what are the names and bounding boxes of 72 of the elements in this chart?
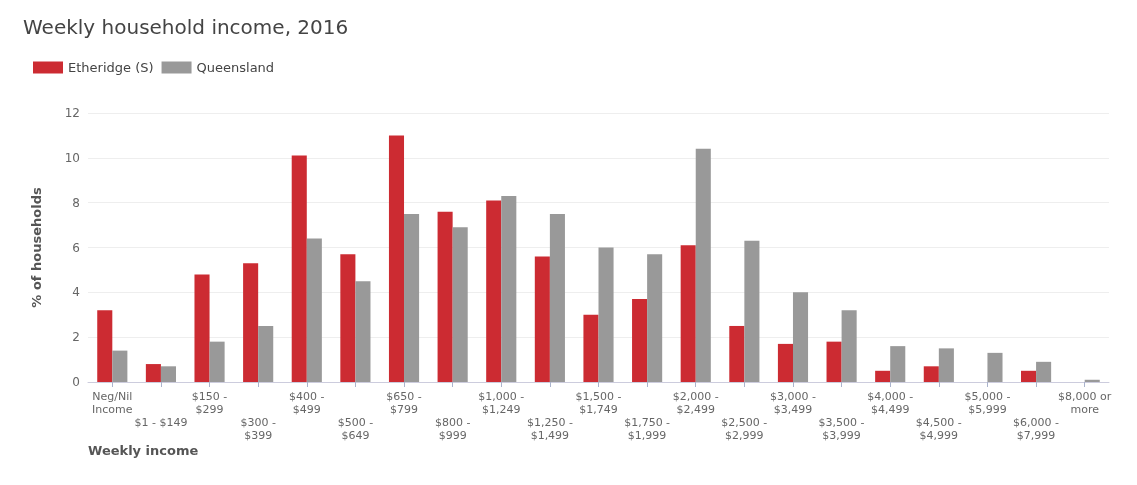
bar [647, 254, 663, 382]
bar [598, 247, 614, 382]
y-tick-label: 8 [72, 195, 80, 210]
bar [243, 263, 259, 382]
bar [437, 211, 453, 382]
chart-title: Weekly household income, 2016 [23, 15, 349, 39]
bar [145, 364, 161, 382]
bar [112, 350, 128, 382]
bar [777, 343, 793, 382]
bar [841, 310, 857, 382]
x-tick-label: $4,000 - $4,499 [867, 390, 914, 416]
bar [355, 281, 371, 382]
bar [306, 238, 322, 382]
bar [938, 348, 954, 382]
bar [729, 325, 745, 382]
bar [388, 135, 405, 382]
x-tick-label: $300 - $399 [240, 416, 276, 442]
bar [632, 299, 648, 382]
x-tick-label: $400 - $499 [289, 390, 325, 416]
x-axis-title: Weekly income [88, 443, 199, 458]
bar [792, 292, 809, 382]
x-tick-label: $800 - $999 [434, 416, 471, 442]
bar [404, 213, 420, 382]
bar [987, 352, 1003, 382]
bar [97, 310, 113, 382]
bar [583, 314, 599, 382]
bar [826, 341, 842, 382]
bar [534, 256, 550, 382]
bar [258, 325, 274, 382]
y-tick-label: 4 [72, 285, 80, 300]
y-tick-label: 12 [64, 106, 80, 120]
y-axis-title: % of households [29, 187, 44, 308]
bar [875, 370, 891, 382]
x-tick-label: $1 - $149 [134, 416, 188, 429]
x-tick-label: $4,500 - $4,999 [915, 416, 962, 442]
bar [549, 213, 565, 382]
x-tick-label: $500 - $649 [337, 416, 374, 442]
y-tick-label: 0 [72, 375, 80, 389]
x-tick-label: $8,000 or more [1058, 390, 1112, 416]
x-tick-label: $1,250 - $1,499 [526, 416, 573, 442]
bar [160, 366, 176, 382]
x-tick-label: $3,500 - $3,999 [818, 416, 865, 442]
legend-label: Etheridge (S) [68, 60, 154, 75]
y-tick-label: 2 [72, 330, 80, 345]
bar [501, 195, 517, 382]
x-tick-label: $1,500 - $1,749 [575, 390, 622, 416]
y-tick-label: 6 [72, 240, 80, 255]
bar [340, 254, 356, 382]
bar [194, 274, 210, 382]
x-tick-label: $3,000 - $3,499 [769, 390, 816, 416]
x-tick-label: $1,000 - $1,249 [478, 390, 525, 416]
bar [1036, 361, 1052, 382]
x-tick-label: $2,500 - $2,999 [721, 416, 768, 442]
legend-label: Queensland [196, 60, 275, 75]
bar [680, 245, 696, 382]
y-tick-label: 10 [64, 150, 80, 165]
bar [744, 240, 760, 382]
bar [923, 366, 939, 382]
x-tick-label: $5,000 - $5,999 [964, 390, 1011, 416]
x-tick-label: $2,000 - $2,499 [672, 390, 719, 416]
bar [890, 346, 906, 382]
bar [695, 148, 711, 382]
bar [452, 227, 468, 382]
bar [291, 155, 307, 382]
x-tick-label: Neg/Nil Income [92, 390, 133, 416]
x-tick-label: $6,000 - $7,999 [1013, 416, 1060, 442]
bar [1021, 370, 1037, 382]
bar [486, 200, 502, 382]
x-tick-label: $1,750 - $1,999 [624, 416, 671, 442]
bar [209, 341, 225, 382]
x-tick-label: $650 - $799 [386, 390, 422, 416]
x-tick-label: $150 - $299 [191, 390, 228, 416]
